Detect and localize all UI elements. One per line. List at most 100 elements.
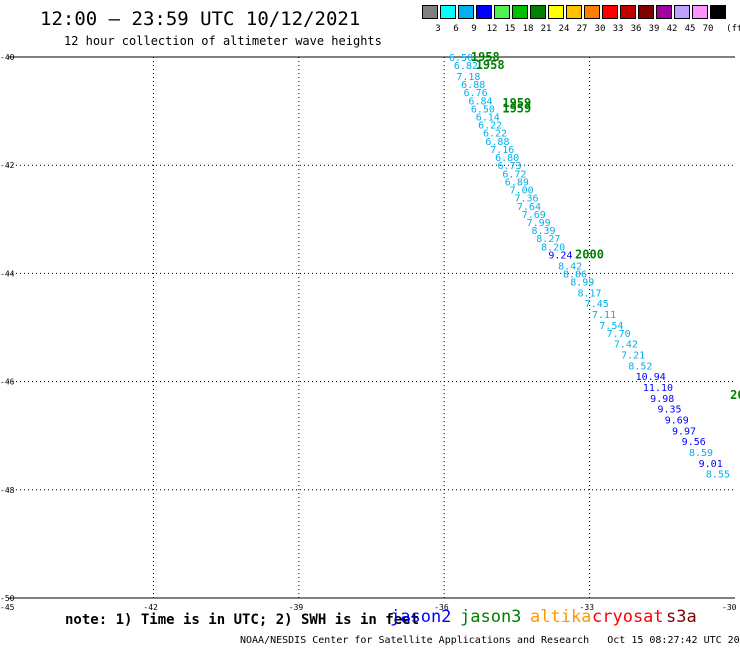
lon-tick-label: -45 xyxy=(0,603,15,612)
legend-swatch xyxy=(458,5,474,19)
legend-swatch xyxy=(692,5,708,19)
legend-swatch xyxy=(638,5,654,19)
wave-height-label: 7.18 xyxy=(456,72,480,83)
wave-height-label: 9.01 xyxy=(699,459,723,470)
legend-swatch xyxy=(548,5,564,19)
legend-swatch xyxy=(494,5,510,19)
wave-height-label: 7.42 xyxy=(614,340,638,351)
wave-height-label: 8.42 xyxy=(558,261,582,272)
wave-height-labels: 6.506.827.186.886.766.846.506.146.226.22… xyxy=(449,53,730,481)
legend-label: 24 xyxy=(558,24,570,34)
satellite-s3a: s3a xyxy=(666,607,697,627)
wave-height-label: 6.14 xyxy=(476,113,500,124)
legend-swatch xyxy=(476,5,492,19)
lat-tick-label: -48 xyxy=(0,486,15,495)
wave-height-label: 7.64 xyxy=(517,202,541,213)
legend-swatch xyxy=(656,5,672,19)
map-subtitle: 12 hour collection of altimeter wave hei… xyxy=(64,34,382,48)
wave-height-label: 7.36 xyxy=(514,194,538,205)
satellite-jason2: jason2 xyxy=(390,607,452,627)
legend-label: 39 xyxy=(648,24,660,34)
legend-label: 33 xyxy=(612,24,624,34)
satellite-cryosat: cryosat xyxy=(592,607,664,627)
lat-tick-label: -40 xyxy=(0,53,15,62)
lon-tick-label: -33 xyxy=(580,603,595,612)
lon-tick-label: -30 xyxy=(722,603,737,612)
wave-height-label: 11.10 xyxy=(643,383,673,394)
legend-label: 36 xyxy=(630,24,642,34)
wave-height-label: 7.69 xyxy=(522,210,546,221)
time-label: 1958 xyxy=(476,58,505,72)
lat-tick-label: -46 xyxy=(0,378,15,387)
legend-unit: (ft) xyxy=(726,24,740,34)
legend-swatch xyxy=(440,5,456,19)
map-axes: -40 -42 -44 -46 -48 -50-45 -42 -39 -36 -33 -30 xyxy=(0,53,737,612)
legend-label: 6 xyxy=(453,24,459,34)
wave-height-label: 6.80 xyxy=(495,153,519,164)
wave-height-label: 8.20 xyxy=(541,242,565,253)
wave-height-label: 7.16 xyxy=(490,145,514,156)
time-label: 2000 xyxy=(730,388,740,402)
wave-height-label: 6.82 xyxy=(454,61,478,72)
lon-tick-label: -42 xyxy=(143,603,158,612)
wave-height-label: 6.50 xyxy=(471,104,495,115)
time-label: 1958 xyxy=(471,50,500,64)
legend-swatch xyxy=(566,5,582,19)
wave-height-label: 7.00 xyxy=(510,186,534,197)
map-grid xyxy=(8,57,735,598)
legend-label: 9 xyxy=(471,24,477,34)
wave-height-label: 8.99 xyxy=(570,278,594,289)
wave-height-label: 7.45 xyxy=(585,299,609,310)
wave-height-label: 7.54 xyxy=(599,321,623,332)
wave-height-label: 8.55 xyxy=(706,470,730,481)
legend-swatch xyxy=(674,5,690,19)
wave-height-label: 6.84 xyxy=(468,96,492,107)
wave-height-label: 9.35 xyxy=(657,405,681,416)
wave-height-label: 9.97 xyxy=(672,426,696,437)
legend-swatch xyxy=(710,5,726,19)
wave-height-label: 7.99 xyxy=(527,218,551,229)
wave-height-label: 8.59 xyxy=(689,448,713,459)
wave-height-label: 6.88 xyxy=(485,137,509,148)
wave-height-label: 8.39 xyxy=(531,226,555,237)
footer-note: note: 1) Time is in UTC; 2) SWH is in fe… xyxy=(65,612,420,628)
legend-swatch xyxy=(602,5,618,19)
wave-height-label: 6.89 xyxy=(505,177,529,188)
legend-label: 18 xyxy=(522,24,534,34)
legend-label: 27 xyxy=(576,24,588,34)
legend-swatch xyxy=(584,5,600,19)
legend-label: 12 xyxy=(486,24,498,34)
legend-swatch xyxy=(530,5,546,19)
legend-label: 42 xyxy=(666,24,678,34)
legend-label: 70 xyxy=(702,24,714,34)
wave-height-label: 8.27 xyxy=(536,234,560,245)
wave-height-label: 6.50 xyxy=(449,53,473,64)
wave-height-label: 8.17 xyxy=(577,288,601,299)
lat-tick-label: -50 xyxy=(0,594,15,603)
wave-height-label: 6.88 xyxy=(461,80,485,91)
lon-tick-label: -39 xyxy=(289,603,304,612)
satellite-altika: altika xyxy=(530,607,592,627)
wave-height-label: 6.72 xyxy=(502,169,526,180)
time-label: 1959 xyxy=(502,96,531,110)
wave-height-label: 10.94 xyxy=(636,372,666,383)
legend-label: 3 xyxy=(435,24,441,34)
wave-height-label: 6.73 xyxy=(498,161,522,172)
wave-height-label: 6.22 xyxy=(483,129,507,140)
wave-height-label: 6.22 xyxy=(478,121,502,132)
lon-tick-label: -36 xyxy=(434,603,449,612)
wave-height-label: 9.56 xyxy=(682,437,706,448)
wave-height-label: 9.98 xyxy=(650,394,674,405)
time-label: 1959 xyxy=(502,101,531,115)
legend-swatch xyxy=(512,5,528,19)
wave-height-label: 7.21 xyxy=(621,351,645,362)
wave-height-label: 8.06 xyxy=(563,269,587,280)
legend-label: 15 xyxy=(504,24,516,34)
wave-height-label: 9.69 xyxy=(665,415,689,426)
wave-height-label: 9.24 xyxy=(548,250,572,261)
satellite-jason3: jason3 xyxy=(460,607,522,627)
legend-label: 21 xyxy=(540,24,552,34)
wave-height-label: 6.76 xyxy=(464,88,488,99)
